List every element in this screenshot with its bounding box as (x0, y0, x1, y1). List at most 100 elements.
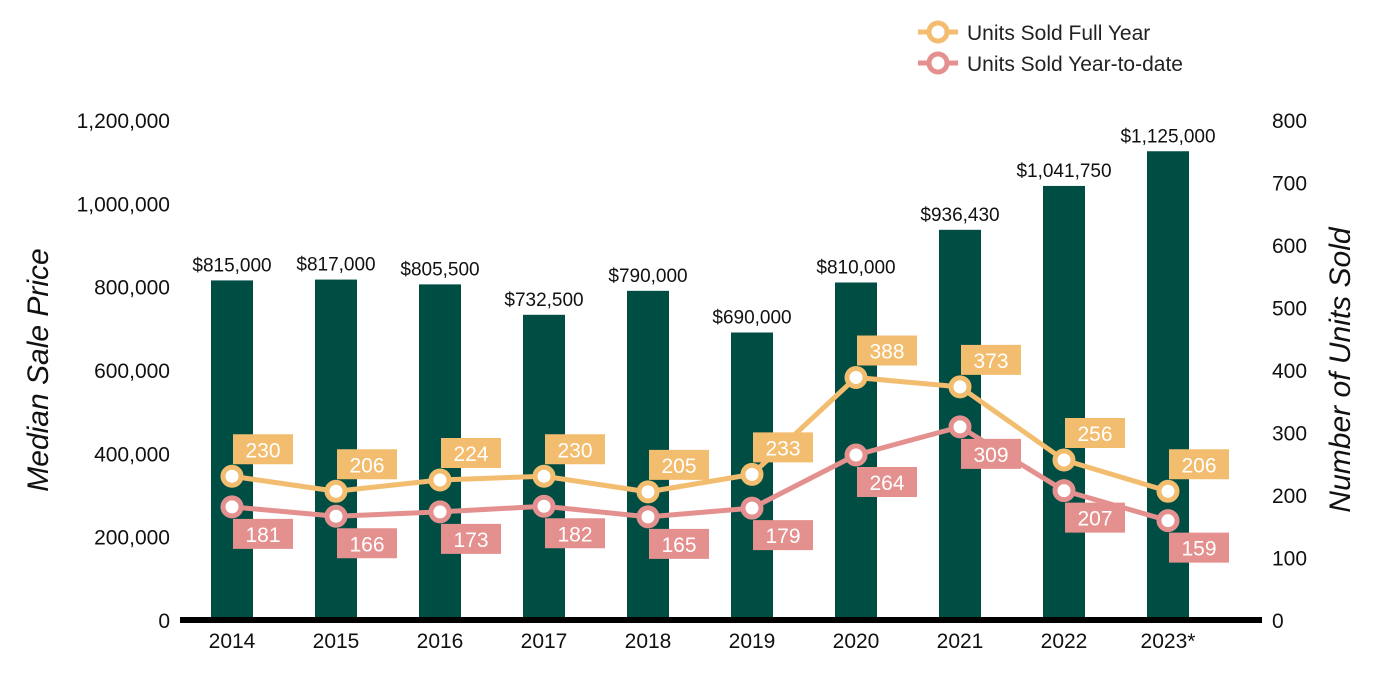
left-y-tick-label: 1,000,000 (77, 193, 170, 216)
ytd-marker (428, 500, 452, 524)
right-y-tick-label: 0 (1272, 610, 1284, 633)
left-y-tick-label: 400,000 (94, 443, 170, 466)
ytd-value-label: 207 (1077, 508, 1112, 531)
ytd-value-badge (857, 467, 917, 497)
full-year-value-badge (649, 449, 709, 480)
full-year-value-label: 205 (661, 455, 696, 478)
right-y-tick-label: 200 (1272, 485, 1307, 508)
bar-2022 (1043, 185, 1085, 620)
left-y-tick-label: 600,000 (94, 360, 170, 383)
bar-value-label: $936,430 (920, 205, 999, 226)
bar-value-label: $805,500 (400, 259, 479, 280)
ytd-value-badge (1169, 532, 1229, 563)
x-tick-label: 2023* (1141, 630, 1196, 653)
full-year-value-badge (753, 432, 813, 463)
full-year-value-label: 224 (453, 443, 488, 466)
full-year-value-label: 373 (973, 350, 1008, 373)
ytd-marker (948, 415, 972, 439)
ytd-value-label: 166 (349, 533, 384, 556)
ytd-value-label: 165 (661, 534, 696, 557)
ytd-value-badge (961, 438, 1021, 469)
full-year-value-label: 256 (1077, 423, 1112, 446)
full-year-value-label: 230 (245, 439, 280, 462)
ytd-value-label: 264 (869, 472, 904, 495)
ytd-marker (324, 504, 348, 528)
ytd-value-badge (1065, 502, 1125, 533)
full-year-value-badge (1065, 418, 1125, 448)
full-year-marker (532, 464, 556, 488)
full-year-value-badge (337, 449, 397, 480)
right-y-tick-label: 800 (1272, 110, 1307, 133)
full-year-value-badge (961, 344, 1021, 375)
full-year-value-label: 206 (1181, 454, 1216, 477)
x-tick-label: 2021 (937, 630, 984, 653)
ytd-value-label: 159 (1181, 538, 1216, 561)
full-year-line (231, 375, 1169, 495)
ytd-value-badge (233, 518, 293, 549)
bar-value-label: $732,500 (504, 290, 583, 311)
full-year-marker (428, 468, 452, 492)
ytd-marker (1156, 509, 1180, 533)
ytd-value-badge (337, 528, 397, 559)
bar-value-label: $1,125,000 (1120, 126, 1215, 147)
right-y-tick-label: 700 (1272, 173, 1307, 196)
x-tick-label: 2022 (1041, 630, 1088, 653)
x-axis-line (180, 617, 1262, 623)
bar-value-label: $815,000 (192, 255, 271, 276)
x-tick-label: 2017 (521, 630, 568, 653)
legend-entry-label: Units Sold Year-to-date (967, 53, 1183, 76)
full-year-value-badge (857, 335, 917, 366)
left-y-tick-label: 200,000 (94, 527, 170, 550)
x-tick-label: 2019 (729, 630, 776, 653)
full-year-value-label: 230 (557, 439, 592, 462)
ytd-marker (532, 494, 556, 518)
ytd-value-label: 173 (453, 529, 488, 552)
full-year-marker (948, 375, 972, 399)
x-tick-label: 2018 (625, 630, 672, 653)
ytd-value-label: 309 (973, 444, 1008, 467)
ytd-marker (1052, 479, 1076, 503)
ytd-value-badge (649, 528, 709, 559)
left-y-tick-label: 1,200,000 (77, 110, 170, 133)
lines-layer: 230 206 224 230 205 233 388 373 256 206 181 166 173 1… (220, 335, 1229, 563)
ytd-value-badge (545, 518, 605, 549)
ytd-value-label: 181 (245, 524, 280, 547)
legend: Units Sold Full Year Units Sold Year-to-d… (918, 20, 1183, 76)
full-year-value-badge (233, 434, 293, 465)
ytd-marker (740, 496, 764, 520)
full-year-value-label: 206 (349, 454, 384, 477)
x-tick-label: 2015 (313, 630, 360, 653)
left-axis-title: Median Sale Price (22, 248, 55, 491)
ytd-value-label: 182 (557, 523, 592, 546)
bar-value-label: $817,000 (296, 255, 375, 276)
left-y-tick-label: 800,000 (94, 277, 170, 300)
full-year-marker (220, 464, 244, 488)
full-year-value-badge (441, 438, 501, 468)
legend-marker-swatch (926, 51, 950, 75)
right-y-tick-label: 100 (1272, 548, 1307, 571)
full-year-marker (1052, 448, 1076, 472)
ytd-marker (220, 495, 244, 519)
bar-value-label: $790,000 (608, 266, 687, 287)
full-year-value-badge (1169, 449, 1229, 480)
right-axis-title: Number of Units Sold (1324, 226, 1357, 512)
right-y-tick-label: 600 (1272, 235, 1307, 258)
ytd-value-badge (441, 523, 501, 554)
axes-layer: 2014 2015 2016 2017 2018 2019 2020 2021 2022 2023… (22, 110, 1357, 653)
full-year-value-label: 233 (765, 437, 800, 460)
bar-value-label: $810,000 (816, 258, 895, 279)
ytd-marker (844, 443, 868, 467)
legend-marker-swatch (926, 20, 950, 44)
x-tick-label: 2014 (209, 630, 256, 653)
x-tick-label: 2016 (417, 630, 464, 653)
right-y-tick-label: 300 (1272, 423, 1307, 446)
legend-entry-label: Units Sold Full Year (967, 22, 1150, 45)
x-tick-label: 2020 (833, 630, 880, 653)
full-year-marker (1156, 479, 1180, 503)
left-y-tick-label: 0 (158, 610, 170, 633)
full-year-value-badge (545, 434, 605, 465)
full-year-marker (324, 479, 348, 503)
right-y-tick-label: 400 (1272, 360, 1307, 383)
